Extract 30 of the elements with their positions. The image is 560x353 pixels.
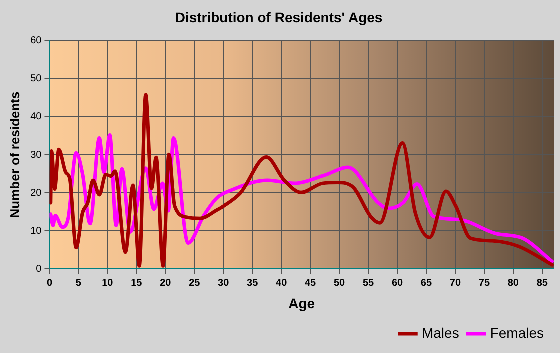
y-tick-label: 60 (30, 36, 42, 47)
y-axis-title: Number of residents (7, 92, 22, 218)
x-tick-label: 5 (76, 278, 82, 289)
x-tick-label: 55 (362, 278, 375, 289)
x-tick-label: 80 (508, 278, 520, 289)
x-tick-label: 50 (334, 278, 346, 289)
x-tick-label: 40 (276, 278, 288, 289)
legend-label: Females (490, 324, 544, 341)
y-tick-label: 20 (30, 188, 42, 199)
x-tick-label: 25 (189, 278, 201, 289)
y-tick-label: 30 (30, 150, 42, 161)
x-tick-label: 85 (536, 278, 548, 289)
x-tick-label: 60 (392, 278, 404, 289)
x-tick-label: 35 (247, 278, 259, 289)
x-tick-label: 20 (160, 278, 172, 289)
x-tick-label: 30 (218, 278, 230, 289)
x-tick-label: 75 (478, 278, 490, 289)
y-tick-label: 10 (30, 226, 42, 237)
y-tick-label: 40 (30, 112, 42, 123)
y-tick-label: 50 (30, 74, 42, 85)
x-tick-label: 10 (102, 278, 114, 289)
x-tick-label: 45 (304, 278, 317, 289)
x-tick-label: 15 (131, 278, 143, 289)
x-tick-label: 0 (46, 278, 53, 289)
x-tick-label: 70 (450, 278, 462, 289)
legend-label: Males (422, 324, 460, 341)
y-tick-label: 0 (36, 264, 42, 275)
x-axis-title: Age (288, 295, 316, 312)
x-tick-label: 65 (420, 278, 432, 289)
chart-title: Distribution of Residents' Ages (175, 9, 383, 26)
